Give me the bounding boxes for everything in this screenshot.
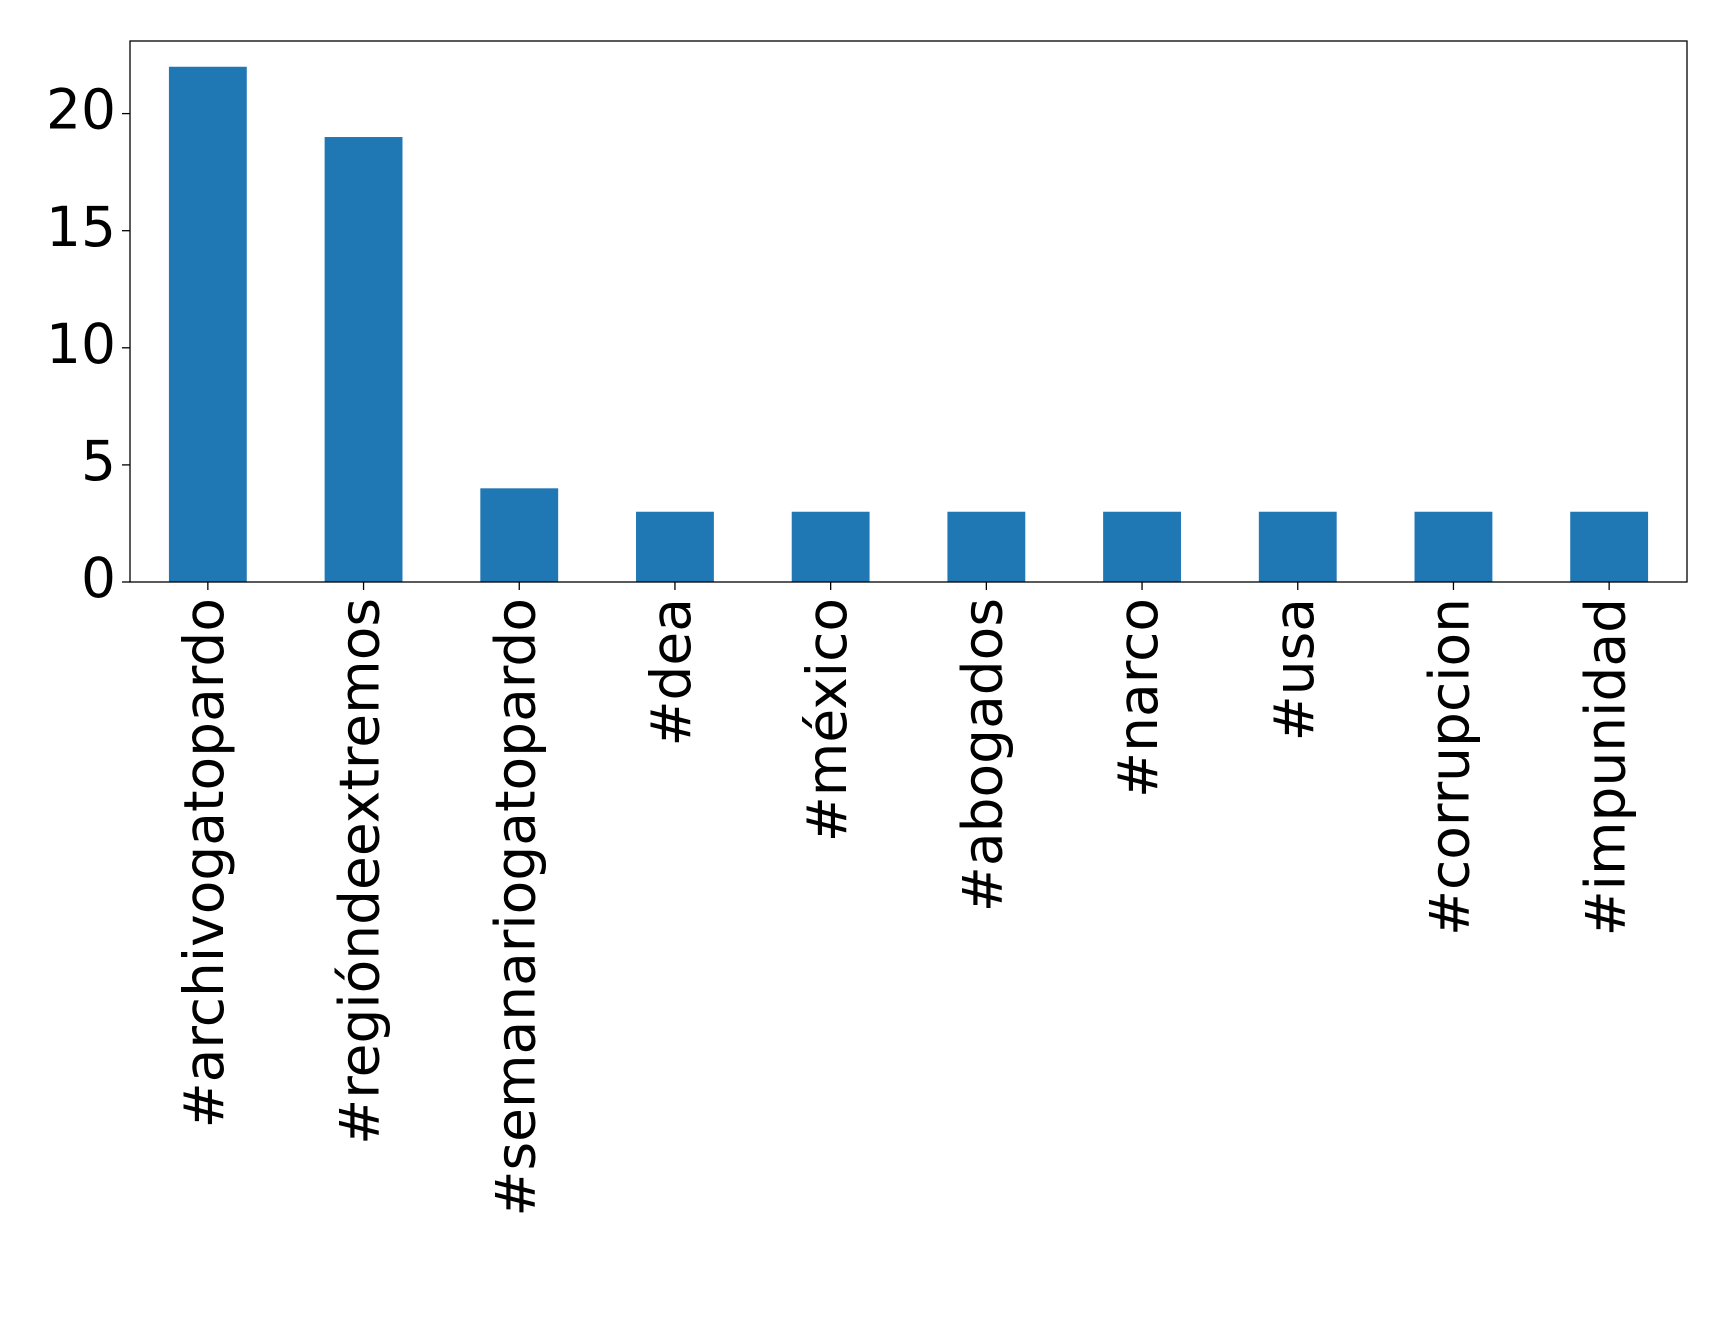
x-tick-label: #abogados xyxy=(950,598,1014,912)
x-tick-label: #semanariogatopardo xyxy=(483,598,547,1217)
bar xyxy=(1258,511,1337,582)
bar xyxy=(1103,511,1181,582)
bar xyxy=(1570,511,1649,582)
bar xyxy=(947,511,1026,582)
y-tick-label: 5 xyxy=(81,429,116,493)
bar xyxy=(168,66,247,582)
bar xyxy=(636,511,714,582)
y-tick-label: 10 xyxy=(46,312,116,376)
y-tick-label: 15 xyxy=(46,195,116,259)
y-tick-label: 20 xyxy=(46,78,116,142)
y-tick-label: 0 xyxy=(81,546,116,610)
bar xyxy=(324,137,403,582)
bar xyxy=(1414,511,1493,582)
x-tick-label: #archivogatopardo xyxy=(172,598,236,1128)
x-tick-label: #usa xyxy=(1262,598,1326,741)
bar xyxy=(480,488,559,582)
x-tick-label: #impunidad xyxy=(1573,598,1637,936)
x-tick-label: #corrupcion xyxy=(1418,598,1482,936)
x-tick-label: #méxico xyxy=(795,598,859,842)
x-tick-label: #dea xyxy=(639,598,703,747)
x-tick-label: #regióndeextremos xyxy=(328,598,392,1145)
bar xyxy=(791,511,870,582)
plot-frame xyxy=(129,40,1688,583)
x-tick-label: #narco xyxy=(1106,598,1170,798)
